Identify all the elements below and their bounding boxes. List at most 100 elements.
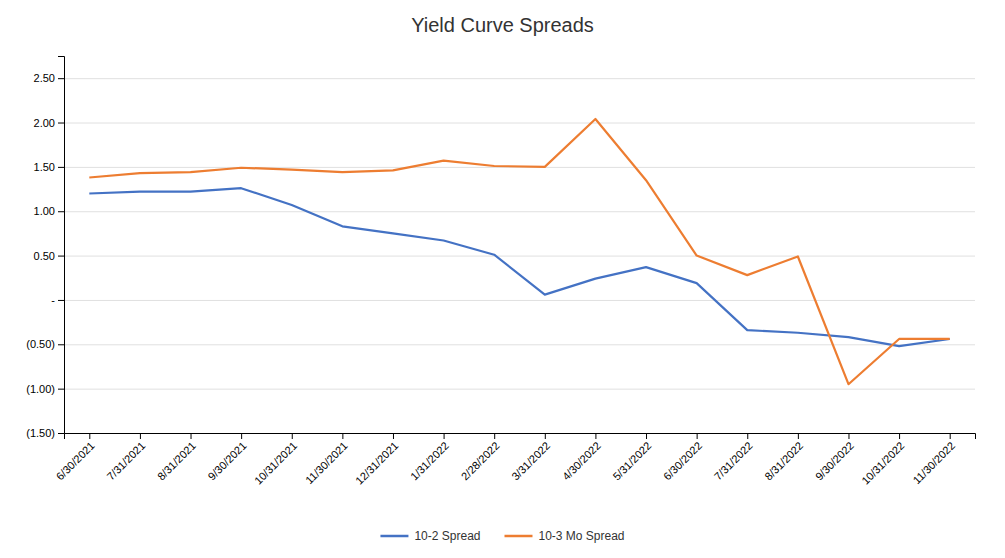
x-tick: 4/30/2022	[560, 433, 603, 482]
y-axis: (1.50) (1.00) (0.50) - 0.50 1.00 1.50 2.00 2.50	[26, 57, 64, 440]
y-tick: (1.00)	[26, 383, 64, 395]
legend-swatch	[380, 535, 408, 538]
x-axis: 6/30/20217/31/20218/31/20219/30/202110/3…	[54, 433, 976, 487]
x-tick-mark	[646, 433, 647, 439]
y-tick: 1.00	[34, 205, 64, 217]
x-tick-label: 2/28/2022	[459, 439, 502, 482]
chart: (1.50) (1.00) (0.50) - 0.50 1.00 1.50 2.00 2.50 6…	[0, 0, 1005, 558]
x-tick: 10/31/2022	[859, 433, 906, 487]
y-tick: 0.50	[34, 250, 64, 262]
y-tick-label: (1.00)	[26, 383, 55, 395]
x-tick-label: 3/31/2022	[509, 439, 552, 482]
legend-item: 10-3 Mo Spread	[504, 529, 624, 543]
x-tick-label: 6/30/2022	[661, 439, 704, 482]
x-tick-mark	[140, 433, 141, 439]
x-tick-mark	[241, 433, 242, 439]
x-tick: 8/31/2022	[762, 433, 805, 482]
x-tick: 2/28/2022	[459, 433, 502, 482]
grid-tick	[64, 300, 975, 301]
y-tick-label: 2.00	[34, 117, 55, 129]
y-tick-mark	[58, 256, 64, 257]
grid-tick	[64, 389, 975, 390]
x-tick-mark	[191, 433, 192, 439]
x-tick-label: 7/31/2022	[712, 439, 755, 482]
grid-line	[64, 256, 975, 257]
plot: (1.50) (1.00) (0.50) - 0.50 1.00 1.50 2.00 2.50 6…	[26, 57, 975, 487]
y-tick: (0.50)	[26, 338, 64, 350]
y-tick-label: 0.50	[34, 250, 55, 262]
y-tick-mark	[58, 78, 64, 79]
x-tick-label: 5/31/2022	[610, 439, 653, 482]
grid-line	[64, 123, 975, 124]
y-tick: 2.00	[34, 117, 64, 129]
grid-line	[64, 211, 975, 212]
x-tick-label: 12/31/2021	[353, 439, 400, 486]
y-tick-mark	[58, 167, 64, 168]
y-tick: (1.50)	[26, 427, 64, 439]
x-tick: 10/31/2021	[252, 433, 299, 487]
x-tick-mark	[89, 433, 90, 439]
x-tick-label: 7/31/2021	[104, 439, 147, 482]
grid	[64, 79, 975, 434]
x-tick: 11/30/2022	[910, 433, 957, 486]
x-tick-mark	[393, 433, 394, 439]
y-tick-label: (1.50)	[26, 427, 55, 439]
grid-tick	[64, 256, 975, 257]
x-tick-mark	[595, 433, 596, 439]
x-tick: 7/31/2022	[712, 433, 755, 482]
x-tick-mark	[747, 433, 748, 439]
x-tick-mark	[899, 433, 900, 439]
x-tick: 12/31/2021	[353, 433, 400, 487]
x-tick-label: 9/30/2022	[813, 439, 856, 482]
x-tick-mark	[292, 433, 293, 439]
x-tick-mark	[848, 433, 849, 439]
legend-label: 10-2 Spread	[414, 529, 480, 543]
grid-tick	[64, 78, 975, 79]
x-tick: 6/30/2021	[54, 433, 97, 482]
y-tick-label: 1.00	[34, 205, 55, 217]
x-tick-mark	[342, 433, 343, 439]
x-tick-label: 1/31/2022	[408, 439, 451, 482]
x-axis-line	[65, 434, 976, 440]
grid-tick	[64, 211, 975, 212]
legend-swatch	[504, 535, 532, 538]
x-tick-mark	[798, 433, 799, 439]
y-tick-mark	[58, 123, 64, 124]
x-tick-mark	[950, 433, 951, 439]
x-tick-mark	[545, 433, 546, 439]
x-tick-label: 8/31/2022	[762, 439, 805, 482]
series-line	[89, 188, 949, 346]
x-tick-label: 10/31/2022	[859, 439, 906, 486]
x-tick-label: 11/30/2021	[303, 439, 350, 486]
x-tick-label: 9/30/2021	[206, 439, 249, 482]
x-tick-label: 6/30/2021	[54, 439, 97, 482]
y-tick-mark	[58, 300, 64, 301]
legend-label: 10-3 Mo Spread	[538, 529, 624, 543]
grid-line	[64, 78, 975, 79]
lines	[89, 119, 949, 384]
y-tick: 2.50	[34, 72, 64, 84]
x-tick-mark	[444, 433, 445, 439]
x-tick: 9/30/2021	[206, 433, 249, 482]
y-tick-mark	[58, 433, 64, 434]
y-tick-mark	[58, 389, 64, 390]
x-tick: 3/31/2022	[509, 433, 552, 482]
x-tick: 7/31/2021	[104, 433, 147, 482]
x-tick: 1/31/2022	[408, 433, 451, 482]
x-tick-label: 10/31/2021	[252, 439, 299, 486]
x-tick-mark	[697, 433, 698, 439]
y-tick-label: (0.50)	[26, 338, 55, 350]
grid-line	[64, 389, 975, 390]
x-tick: 5/31/2022	[610, 433, 653, 482]
y-tick: 1.50	[34, 161, 64, 173]
grid-line	[64, 344, 975, 345]
grid-tick	[64, 344, 975, 345]
legend-item: 10-2 Spread	[380, 529, 480, 543]
y-tick-label: 2.50	[34, 72, 55, 84]
title: Yield Curve Spreads	[411, 14, 594, 36]
x-tick-label: 8/31/2021	[155, 439, 198, 482]
y-tick-mark	[58, 344, 64, 345]
y-tick: -	[51, 294, 64, 306]
y-tick-label: -	[51, 294, 55, 306]
x-tick-label: 4/30/2022	[560, 439, 603, 482]
